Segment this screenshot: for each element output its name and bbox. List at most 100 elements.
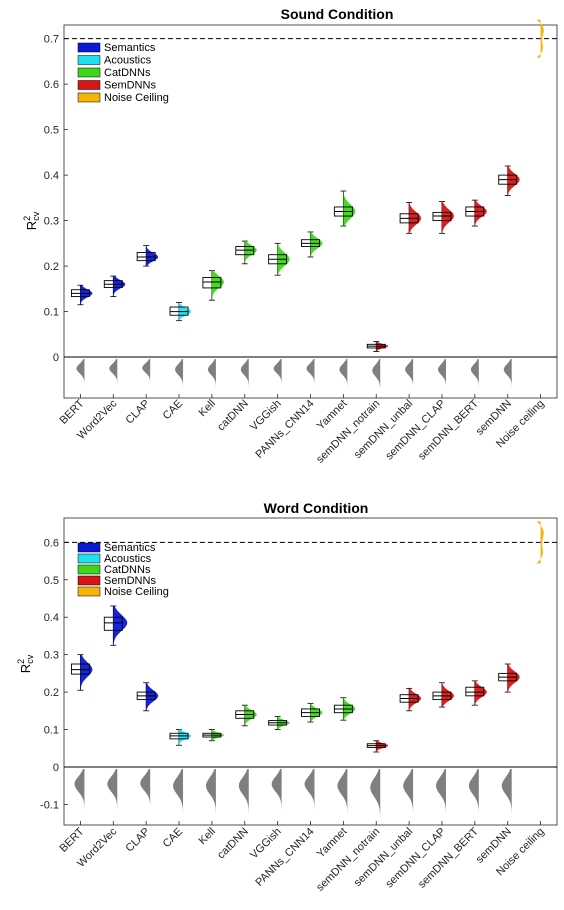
null-distribution (405, 359, 414, 390)
x-tick-label: semDNN_BERT (416, 397, 481, 462)
null-distribution (273, 359, 282, 387)
null-distribution (175, 359, 184, 390)
box-semDNN_BERT (465, 686, 485, 697)
null-distribution (372, 359, 381, 393)
violin-semDNN_notrain (376, 740, 389, 752)
x-tick-label: BERT (57, 825, 86, 854)
legend-swatch (77, 575, 101, 586)
null-distribution (370, 768, 381, 822)
y-tick-label: 0.3 (44, 216, 59, 228)
y-tick-label: 0.1 (44, 307, 59, 319)
y-axis-label-sound: R2cv (22, 211, 41, 230)
null-distribution (142, 359, 151, 385)
y-tick-label: 0.2 (44, 687, 59, 699)
x-tick-label: semDNN_unbal (352, 826, 415, 889)
null-distribution (207, 359, 216, 390)
null-distribution (271, 768, 282, 813)
y-tick-label: 0.6 (44, 79, 59, 91)
noise-ceiling-violin (536, 19, 544, 58)
null-distribution (173, 768, 184, 817)
violin-Word2Vec (113, 605, 128, 646)
y-tick-label: -0.1 (40, 799, 59, 811)
legend-label: SemDNNs (104, 80, 156, 92)
legend-swatch (77, 586, 101, 597)
x-tick-label: catDNN (215, 398, 251, 434)
violin-CAE (179, 729, 192, 746)
violin-PANNs_CNN14 (310, 231, 323, 257)
violin-semDNN_unbal (409, 688, 422, 711)
violin-CLAP (146, 682, 159, 711)
x-tick-label: catDNN (215, 826, 251, 862)
violin-BERT (80, 654, 93, 691)
y-tick-label: 0.7 (44, 34, 59, 46)
null-distribution (468, 768, 479, 817)
legend-swatch (77, 542, 101, 553)
null-distribution (501, 768, 512, 817)
legend-label: Semantics (104, 42, 156, 54)
legend-swatch (77, 42, 101, 53)
y-tick-label: 0 (53, 762, 59, 774)
sound-condition-panel: Sound Condition R2cv 0 0.1 0.2 0.3 0.4 0.5 0.6… (22, 6, 558, 466)
x-tick-label: PANNs_CNN14 (253, 398, 316, 461)
legend-label: Acoustics (104, 553, 152, 565)
legend-label: CatDNNs (104, 67, 151, 79)
x-tick-label: CLAP (123, 826, 152, 855)
y-tick-label: 0.4 (44, 170, 59, 182)
null-distribution (337, 768, 348, 817)
null-distribution (140, 768, 151, 810)
y-tick-label: 0.6 (44, 537, 59, 549)
null-distribution (470, 359, 479, 390)
box-Word2Vec (103, 616, 123, 631)
null-distribution (339, 359, 348, 390)
x-tick-label: CAE (161, 398, 185, 422)
box-Kell (202, 277, 222, 289)
violin-BERT (80, 285, 93, 305)
x-tick-label: CAE (161, 826, 185, 850)
noise-ceiling-violin (536, 521, 544, 564)
violin-catDNN (244, 705, 257, 726)
legend-swatch (77, 55, 101, 65)
x-tick-label: semDNN_CLAP (383, 826, 448, 891)
legend-label: Noise Ceiling (104, 586, 169, 598)
legend-swatch (77, 67, 101, 78)
y-tick-label: 0.5 (44, 575, 59, 587)
y-tick-label: 0.5 (44, 125, 59, 137)
legend-swatch (77, 553, 101, 564)
null-distribution (238, 768, 249, 817)
violin-semDNN_BERT (474, 200, 487, 227)
violin-semDNN (507, 664, 520, 693)
violin-semDNN (507, 166, 520, 196)
x-tick-label: BERT (57, 397, 86, 426)
violin-semDNN_BERT (474, 680, 487, 706)
null-distribution (74, 768, 85, 813)
legend-label: SemDNNs (104, 575, 156, 587)
chart-title-word: Word Condition (264, 500, 369, 516)
legend-swatch (77, 564, 101, 575)
x-tick-label: PANNs_CNN14 (253, 826, 316, 889)
null-distribution (76, 359, 85, 387)
null-distribution (503, 359, 512, 390)
null-distribution (107, 768, 118, 813)
violin-Word2Vec (113, 276, 126, 297)
y-tick-label: 0 (53, 352, 59, 364)
y-axis-label-word: R2cv (16, 654, 35, 673)
null-distribution (304, 768, 315, 813)
y-tick-label: 0.3 (44, 650, 59, 662)
null-distribution (437, 359, 446, 390)
null-distribution (306, 359, 315, 387)
null-distribution (435, 768, 446, 817)
violin-Yamnet (343, 191, 356, 227)
x-tick-label: Kell (197, 826, 218, 847)
null-distribution (240, 359, 249, 390)
legend-label: Acoustics (104, 55, 152, 67)
chart-title-sound: Sound Condition (281, 6, 394, 22)
legend-label: CatDNNs (104, 564, 151, 576)
y-tick-label: 0.2 (44, 261, 59, 273)
violin-CLAP (146, 245, 159, 267)
violin-Kell (211, 270, 224, 301)
violin-catDNN (244, 241, 257, 264)
null-distribution (109, 359, 118, 387)
